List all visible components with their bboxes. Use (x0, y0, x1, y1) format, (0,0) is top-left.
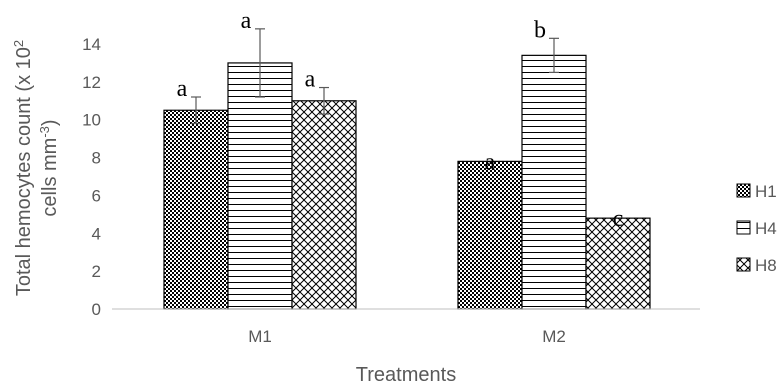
error-bars (191, 28, 559, 125)
significance-label: a (177, 76, 188, 102)
bar-h8-m2 (585, 217, 651, 310)
bar-h8-m1 (291, 100, 357, 310)
legend-label-h1: H1 (755, 182, 777, 201)
legend-label-h4: H4 (755, 219, 777, 238)
x-tick-label: M2 (542, 327, 566, 346)
legend-swatch-h8 (736, 257, 751, 272)
legend-swatch-h4 (736, 220, 751, 235)
legend-label-h8: H8 (755, 256, 777, 275)
significance-label: a (305, 67, 316, 93)
bar-h4-m2 (521, 54, 587, 310)
y-tick-label: 10 (82, 111, 101, 130)
y-tick-label: 12 (82, 73, 101, 92)
bar-h1-m1 (163, 109, 229, 310)
significance-label: c (613, 206, 624, 232)
y-tick-label: 2 (92, 262, 101, 281)
y-tick-label: 8 (92, 149, 101, 168)
y-tick-label: 0 (92, 300, 101, 319)
significance-label: a (485, 149, 496, 175)
y-axis-title: Total hemocytes count (x 102 (11, 40, 35, 296)
legend-swatch-h1 (736, 183, 751, 198)
x-tick-label: M1 (248, 327, 272, 346)
y-tick-label: 6 (92, 186, 101, 205)
y-tick-label: 14 (82, 35, 101, 54)
x-tick-labels: M1 M2 (248, 327, 566, 346)
significance-label: a (241, 8, 252, 34)
significance-label: b (534, 17, 546, 43)
legend: H1 H4 H8 (736, 182, 777, 275)
y-tick-labels: 0 2 4 6 8 10 12 14 (82, 35, 101, 319)
x-axis-title: Treatments (356, 364, 456, 386)
bar-h4-m1 (227, 62, 293, 310)
y-axis-title-line2: cells mm-3) (37, 119, 61, 216)
significance-labels: a a a a b c (177, 8, 624, 232)
bars (163, 54, 651, 310)
y-tick-label: 4 (92, 224, 101, 243)
bar-h1-m2 (457, 160, 523, 310)
